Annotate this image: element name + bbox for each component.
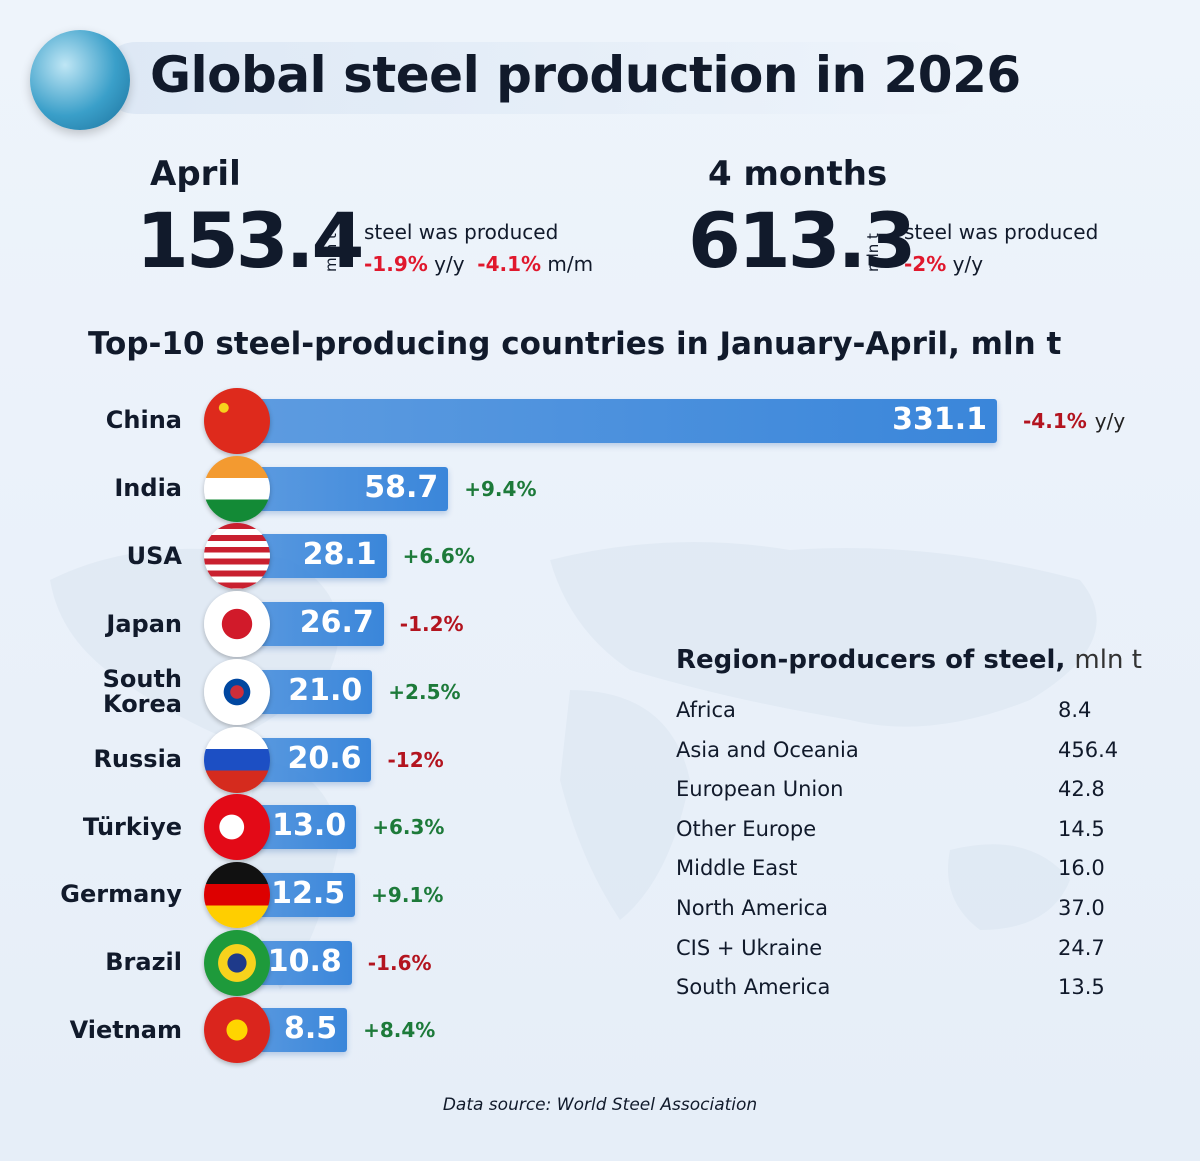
- note: steel was produced: [904, 220, 1099, 244]
- change: -1.9%: [364, 252, 428, 276]
- flag: [204, 455, 270, 522]
- region-unit: mln t: [1074, 645, 1142, 675]
- region-value: 42.8: [1058, 777, 1105, 802]
- category-label: India: [114, 474, 182, 503]
- category-label: Türkiye: [82, 812, 182, 841]
- region-title: Region-producers of steel,: [676, 645, 1066, 675]
- region-value: 456.4: [1058, 737, 1119, 762]
- changes: -1.9% y/y -4.1% m/m: [364, 252, 593, 276]
- value-label: 20.6: [287, 740, 362, 776]
- bar: [240, 399, 997, 443]
- value-label: 331.1: [892, 402, 987, 437]
- value-label: 26.7: [299, 605, 374, 641]
- changes: -2% y/y: [904, 252, 983, 276]
- big-number: 153.4: [136, 196, 364, 285]
- change-label: +9.4%: [464, 476, 537, 501]
- region-value: 13.5: [1058, 975, 1105, 1000]
- category-label: South Korea: [102, 664, 182, 718]
- flag: [204, 794, 270, 861]
- category-label: Germany: [60, 880, 182, 909]
- change-label: +6.6%: [402, 544, 475, 569]
- unit: mln t: [864, 233, 882, 272]
- region-value: 8.4: [1058, 698, 1092, 722]
- change-label: -1.2%: [399, 612, 464, 637]
- flag: [204, 388, 270, 454]
- flag: [204, 997, 270, 1064]
- period: April: [150, 154, 241, 194]
- value-label: 58.7: [364, 469, 439, 505]
- region-value: 37.0: [1058, 896, 1105, 920]
- change-label: -12%: [387, 747, 444, 772]
- change: -4.1%: [477, 252, 542, 276]
- big-number: 613.3: [688, 196, 916, 285]
- value-label: 28.1: [302, 537, 377, 573]
- region-name: Asia and Oceania: [676, 737, 859, 762]
- flag: [204, 726, 270, 793]
- category-label: USA: [126, 541, 182, 570]
- change-label: +6.3%: [372, 815, 445, 840]
- region-value: 16.0: [1058, 856, 1105, 881]
- value-label: 21.0: [288, 672, 363, 708]
- chart-title: Top-10 steel-producing countries in Janu…: [88, 326, 1062, 362]
- change-label: -1.6%: [367, 950, 432, 975]
- region-table-title: Region-producers of steel, mln t: [676, 645, 1142, 675]
- category-label: Brazil: [105, 948, 182, 976]
- region-name: Other Europe: [676, 816, 817, 841]
- region-value: 24.7: [1058, 935, 1105, 960]
- change-label: +9.1%: [371, 882, 444, 907]
- region-name: CIS + Ukraine: [676, 935, 823, 960]
- flag: [204, 658, 270, 725]
- region-value: 14.5: [1058, 816, 1105, 841]
- category-label: Vietnam: [69, 1015, 182, 1044]
- source: Data source: World Steel Association: [442, 1095, 758, 1115]
- region-name: European Union: [676, 777, 844, 802]
- bar: [240, 466, 449, 511]
- flag: [204, 929, 270, 996]
- category-label: Russia: [93, 744, 182, 773]
- value-label: 12.5: [271, 875, 346, 911]
- flag: [204, 861, 270, 928]
- world-map-background: [50, 542, 1097, 990]
- change: -2%: [904, 252, 947, 276]
- globe-icon: [30, 30, 130, 130]
- value-label: 13.0: [272, 808, 347, 844]
- change-unit: y/y: [434, 252, 465, 276]
- change-unit: y/y: [1094, 409, 1126, 433]
- title: Global steel production in 2026: [150, 46, 1021, 104]
- category-label: Japan: [106, 609, 182, 638]
- flag: [204, 523, 270, 590]
- value-label: 10.8: [267, 943, 342, 979]
- note: steel was produced: [364, 220, 559, 244]
- title-band: [100, 42, 980, 114]
- change-unit: y/y: [952, 252, 984, 276]
- unit: mln t: [322, 233, 340, 272]
- region-name: Middle East: [676, 856, 798, 881]
- change-label: +2.5%: [388, 679, 461, 704]
- value-label: 8.5: [283, 1011, 338, 1047]
- flag: [204, 591, 270, 658]
- change-label: +8.4%: [363, 1018, 436, 1043]
- region-name: North America: [676, 896, 829, 920]
- region-name: Africa: [676, 698, 736, 722]
- category-label: China: [105, 406, 182, 435]
- change-value: -4.1%: [1023, 409, 1087, 433]
- region-name: South America: [676, 975, 831, 1000]
- period: 4 months: [708, 154, 888, 194]
- change-label: -4.1% y/y: [1023, 409, 1125, 433]
- change-unit: m/m: [547, 252, 594, 276]
